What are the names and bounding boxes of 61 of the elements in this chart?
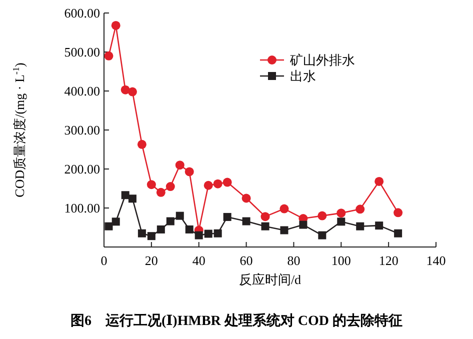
point: [194, 231, 203, 240]
y-tick-label: 500.00: [64, 44, 100, 60]
point: [156, 225, 165, 234]
x-tick-label: 120: [378, 253, 398, 268]
point: [166, 217, 174, 226]
point: [111, 20, 120, 30]
point: [104, 51, 114, 60]
point: [299, 220, 308, 229]
point: [223, 212, 232, 221]
point: [138, 229, 146, 238]
x-tick-label: 20: [144, 253, 158, 268]
point: [394, 208, 403, 218]
point: [175, 160, 184, 170]
point: [280, 204, 289, 214]
point: [214, 229, 222, 238]
point: [176, 212, 184, 220]
point: [213, 179, 222, 188]
point: [184, 167, 194, 176]
y-tick-label: 600.00: [64, 6, 100, 20]
point: [222, 178, 232, 187]
point: [260, 212, 270, 222]
y-tick-label: 100.00: [64, 200, 100, 216]
x-tick-label: 60: [240, 253, 253, 268]
point: [280, 226, 288, 234]
point: [104, 222, 113, 230]
point: [128, 87, 137, 96]
point: [156, 188, 166, 197]
x-tick-label: 80: [287, 253, 300, 268]
point: [318, 231, 326, 240]
point: [137, 140, 146, 149]
point: [336, 208, 346, 218]
y-tick-label: 200.00: [64, 162, 100, 176]
point: [166, 182, 175, 192]
point: [375, 222, 384, 230]
point: [394, 229, 402, 238]
x-tick-label: 100: [331, 253, 351, 268]
point: [185, 225, 194, 234]
text: 图6 运行工况(Ⅰ)HMBR 处理系统对 COD 的去除特征: [70, 312, 403, 329]
x-tick-label: 140: [426, 253, 446, 268]
point: [318, 211, 327, 220]
y-tick-label: 400.00: [64, 84, 100, 98]
point: [337, 218, 346, 226]
point: [147, 232, 156, 240]
point: [112, 218, 120, 226]
point: [261, 222, 270, 230]
point: [242, 194, 251, 203]
y-tick-label: 300.00: [64, 122, 100, 138]
point: [204, 180, 213, 190]
point: [121, 191, 130, 200]
point: [374, 176, 384, 186]
point: [128, 194, 136, 203]
point: [356, 204, 365, 214]
x-tick-label: 40: [192, 253, 206, 268]
x-axis-title: 反应时间/d: [238, 272, 302, 287]
point: [356, 222, 364, 230]
legend-label: 矿山外排水: [289, 52, 355, 68]
legend-label: 出水: [290, 68, 316, 84]
point: [146, 180, 156, 190]
point: [204, 230, 212, 238]
point: [242, 217, 250, 226]
x-tick-label: 0: [100, 253, 108, 268]
